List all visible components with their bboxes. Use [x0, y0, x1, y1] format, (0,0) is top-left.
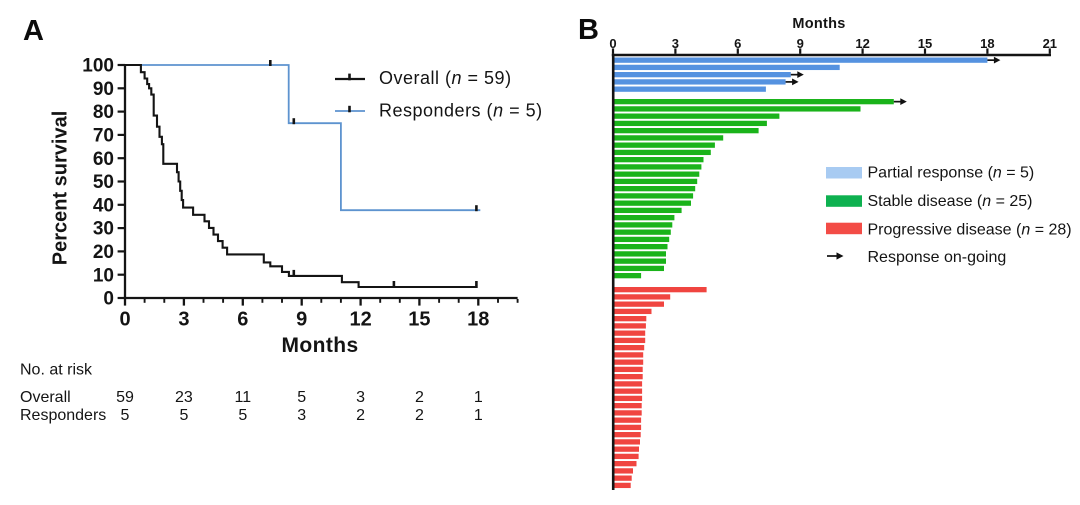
svg-text:Response on-going: Response on-going: [868, 249, 1007, 266]
svg-text:60: 60: [93, 149, 114, 170]
svg-text:5: 5: [238, 407, 247, 424]
svg-text:70: 70: [93, 126, 114, 147]
svg-text:12: 12: [349, 309, 371, 331]
svg-text:15: 15: [408, 309, 430, 331]
svg-text:10: 10: [93, 265, 114, 286]
svg-text:Stable disease (n = 25): Stable disease (n = 25): [868, 193, 1033, 210]
svg-text:6: 6: [237, 309, 248, 331]
svg-text:5: 5: [297, 389, 306, 406]
svg-text:9: 9: [797, 36, 804, 51]
svg-text:No. at risk: No. at risk: [20, 362, 93, 379]
svg-text:Overall: Overall: [20, 389, 71, 406]
svg-text:Responders: Responders: [20, 407, 106, 424]
svg-text:3: 3: [178, 309, 189, 331]
svg-text:40: 40: [93, 195, 114, 216]
svg-text:Responders (n = 5): Responders (n = 5): [379, 101, 543, 121]
svg-text:5: 5: [121, 407, 130, 424]
svg-text:80: 80: [93, 102, 114, 123]
svg-text:Months: Months: [281, 334, 358, 357]
svg-text:23: 23: [175, 389, 193, 406]
svg-text:Partial response (n = 5): Partial response (n = 5): [868, 165, 1035, 182]
svg-text:3: 3: [297, 407, 306, 424]
svg-text:0: 0: [119, 309, 130, 331]
svg-text:20: 20: [93, 242, 114, 263]
svg-text:0: 0: [103, 289, 114, 310]
svg-text:30: 30: [93, 219, 114, 240]
svg-text:12: 12: [855, 36, 869, 51]
svg-text:11: 11: [234, 389, 251, 406]
svg-text:Percent survival: Percent survival: [50, 111, 72, 266]
svg-text:1: 1: [474, 407, 483, 424]
svg-text:2: 2: [356, 407, 365, 424]
svg-text:15: 15: [918, 36, 932, 51]
svg-text:50: 50: [93, 172, 114, 193]
svg-text:Months: Months: [792, 16, 845, 32]
svg-text:3: 3: [356, 389, 365, 406]
svg-text:2: 2: [415, 407, 424, 424]
svg-text:2: 2: [415, 389, 424, 406]
svg-text:100: 100: [82, 56, 114, 77]
svg-text:9: 9: [296, 309, 307, 331]
svg-text:59: 59: [116, 389, 134, 406]
svg-text:3: 3: [672, 36, 679, 51]
svg-text:1: 1: [474, 389, 483, 406]
svg-text:Overall (n = 59): Overall (n = 59): [379, 68, 512, 88]
svg-text:Progressive disease (n = 28): Progressive disease (n = 28): [868, 221, 1072, 238]
svg-text:0: 0: [609, 36, 616, 51]
svg-text:5: 5: [179, 407, 188, 424]
svg-text:21: 21: [1043, 36, 1057, 51]
svg-text:B: B: [578, 14, 599, 46]
svg-text:90: 90: [93, 79, 114, 100]
svg-text:18: 18: [980, 36, 994, 51]
svg-text:A: A: [23, 15, 44, 47]
svg-text:6: 6: [734, 36, 741, 51]
svg-text:18: 18: [467, 309, 489, 331]
